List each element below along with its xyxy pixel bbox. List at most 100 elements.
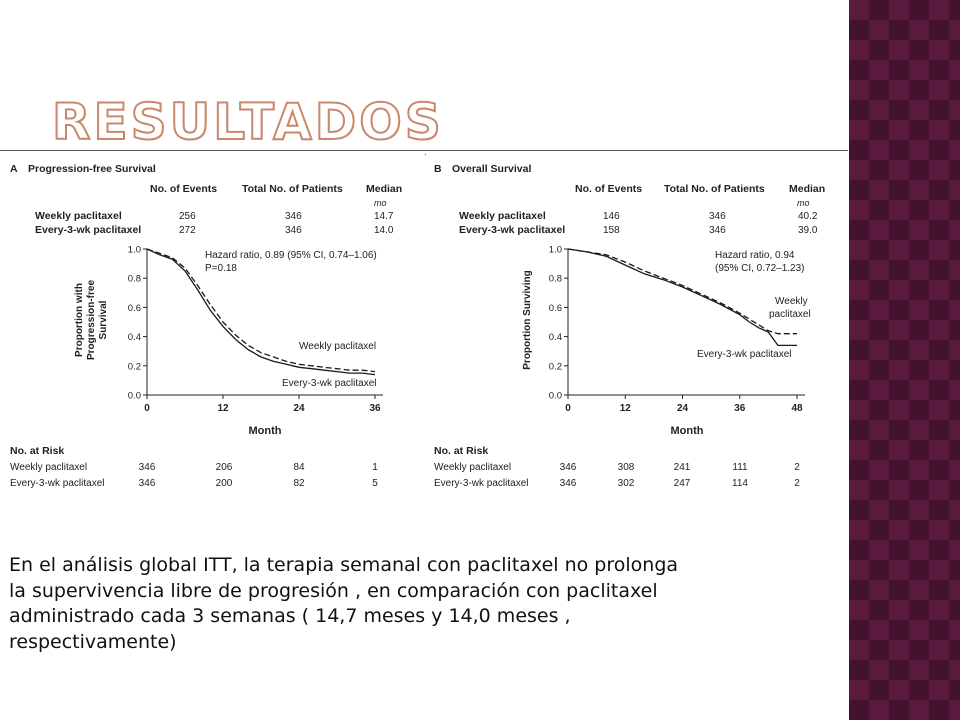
panel-a-series-every-3-wk — [146, 248, 376, 376]
panel-a-at-risk-value: 5 — [372, 478, 378, 489]
panel-b-at-risk-value: 111 — [732, 462, 748, 473]
panel-b-row2-median: 39.0 — [798, 225, 818, 236]
panel-a-curve-label-weekly: Weekly paclitaxel — [299, 341, 376, 352]
panel-b-hazard-ratio: Hazard ratio, 0.94 — [715, 250, 795, 261]
panel-b-curve-label-weekly-line1: Weekly — [775, 296, 808, 307]
panel-a-p-value: P=0.18 — [205, 263, 237, 274]
panel-b-at-risk-value: 302 — [618, 478, 635, 489]
panel-a-row1-total: 346 — [285, 211, 302, 222]
panel-a-xtick-label: 24 — [293, 403, 305, 414]
panel-b-at-risk-value: 247 — [674, 478, 691, 489]
panel-a-ytick-label: 0.8 — [128, 274, 141, 285]
panel-b-at-risk-row1-group: Weekly paclitaxel — [434, 462, 511, 473]
panel-a-at-risk-value: 200 — [216, 478, 233, 489]
panel-a-at-risk-value: 206 — [216, 462, 233, 473]
caption-text: En el análisis global ITT, la terapia se… — [9, 554, 679, 653]
panel-b-xlabel: Month — [671, 425, 704, 437]
panel-b-xtick-label: 12 — [620, 403, 632, 414]
panel-a-row1-group: Weekly paclitaxel — [35, 210, 122, 222]
panel-a-row2-median: 14.0 — [374, 225, 394, 236]
panel-a-row2-events: 272 — [179, 225, 196, 236]
panel-b-header-median: Median — [789, 183, 825, 195]
panel-b-title: Overall Survival — [452, 163, 531, 175]
panel-b-ytick-label: 0.2 — [549, 361, 562, 372]
panel-b-curve-label-weekly-line2: paclitaxel — [769, 309, 811, 320]
panel-a-at-risk-title: No. at Risk — [10, 445, 64, 457]
panel-b: B Overall Survival No. of Events Total N… — [426, 154, 848, 504]
panel-b-ci: (95% CI, 0.72–1.23) — [715, 263, 805, 274]
panel-a-curves — [146, 248, 376, 376]
panel-b-row1-group: Weekly paclitaxel — [459, 210, 546, 222]
panel-b-row2-events: 158 — [603, 225, 620, 236]
panel-a-at-risk-value: 82 — [293, 478, 305, 489]
panel-b-at-risk-values: 346 308 241 111 2 346 302 247 114 2 — [560, 462, 801, 489]
panel-b-row1-median: 40.2 — [798, 211, 818, 222]
panel-a-row2-group: Every-3-wk paclitaxel — [35, 224, 141, 236]
panel-a-axes: 0.0 0.2 0.4 0.6 0.8 1.0 0 12 24 36 — [128, 245, 383, 414]
panel-b-ytick-label: 0.6 — [549, 303, 562, 314]
panel-a-row2-total: 346 — [285, 225, 302, 236]
panel-a-ytick-label: 0.4 — [128, 332, 141, 343]
panel-a-background — [0, 154, 425, 504]
panel-b-row1-total: 346 — [709, 211, 726, 222]
panel-b-curve-label-3wk: Every-3-wk paclitaxel — [697, 349, 791, 360]
panel-b-axes: 0.0 0.2 0.4 0.6 0.8 1.0 0 12 24 36 48 — [549, 245, 805, 414]
panel-b-ylabel: Proportion Surviving — [522, 270, 533, 369]
panel-a-ytick-label: 0.2 — [128, 361, 141, 372]
panel-a-at-risk-row1-group: Weekly paclitaxel — [10, 462, 87, 473]
panel-b-xtick-label: 36 — [734, 403, 746, 414]
panel-b-at-risk-value: 2 — [794, 462, 800, 473]
panel-b-ytick-label: 0.4 — [549, 332, 562, 343]
panel-b-median-unit: mo — [797, 198, 810, 208]
slide-title: RESULTADOS — [51, 92, 444, 152]
panel-b-letter: B — [434, 163, 442, 175]
panel-a-ylabel-line1: Proportion with — [74, 283, 85, 357]
panel-a: A Progression-free Survival No. of Event… — [0, 154, 425, 504]
panel-a-xtick-label: 0 — [144, 403, 150, 414]
panel-b-at-risk-value: 2 — [794, 478, 800, 489]
panel-a-ytick-label: 1.0 — [128, 245, 141, 256]
panel-a-header-events: No. of Events — [150, 183, 217, 195]
panel-a-at-risk-value: 346 — [139, 462, 156, 473]
panel-a-median-unit: mo — [374, 198, 387, 208]
panel-b-xtick-label: 24 — [677, 403, 689, 414]
panel-b-row2-total: 346 — [709, 225, 726, 236]
panel-b-series-weekly — [567, 248, 797, 335]
decorative-sidebar — [849, 0, 960, 720]
panel-b-row1-events: 146 — [603, 211, 620, 222]
panel-a-xlabel: Month — [249, 425, 282, 437]
panel-b-at-risk-value: 241 — [674, 462, 691, 473]
panel-b-series-every-3-wk — [567, 248, 797, 347]
panel-a-xtick-label: 12 — [217, 403, 229, 414]
panel-b-ytick-label: 1.0 — [549, 245, 562, 256]
panel-a-at-risk-value: 84 — [293, 462, 305, 473]
panel-a-title: Progression-free Survival — [28, 163, 156, 175]
panel-b-ytick-label: 0.8 — [549, 274, 562, 285]
panel-b-at-risk-value: 346 — [560, 478, 577, 489]
panel-a-hazard-ratio: Hazard ratio, 0.89 (95% CI, 0.74–1.06) — [205, 250, 377, 261]
panel-b-xtick-label: 0 — [565, 403, 571, 414]
panel-b-at-risk-value: 346 — [560, 462, 577, 473]
panel-a-ylabel-line2: Progression-free — [86, 280, 97, 360]
panel-b-ytick-label: 0.0 — [549, 391, 562, 402]
panel-a-at-risk-value: 1 — [372, 462, 378, 473]
panel-b-at-risk-row2-group: Every-3-wk paclitaxel — [434, 478, 528, 489]
panel-b-at-risk-title: No. at Risk — [434, 445, 488, 457]
panel-a-ytick-label: 0.0 — [128, 391, 141, 402]
panel-a-xtick-label: 36 — [369, 403, 381, 414]
panel-a-letter: A — [10, 163, 18, 175]
survival-figure: A Progression-free Survival No. of Event… — [0, 154, 848, 504]
panel-a-at-risk-row2-group: Every-3-wk paclitaxel — [10, 478, 104, 489]
panel-a-row1-events: 256 — [179, 211, 196, 222]
panel-b-header-events: No. of Events — [575, 183, 642, 195]
panel-a-ytick-label: 0.6 — [128, 303, 141, 314]
panel-b-header-total: Total No. of Patients — [664, 183, 765, 195]
panel-b-row2-group: Every-3-wk paclitaxel — [459, 224, 565, 236]
panel-b-xtick-label: 48 — [791, 403, 803, 414]
panel-b-at-risk-value: 308 — [618, 462, 635, 473]
panel-a-curve-label-3wk: Every-3-wk paclitaxel — [282, 378, 376, 389]
panel-b-curves — [567, 248, 797, 347]
panel-a-header-median: Median — [366, 183, 402, 195]
panel-a-at-risk-values: 346 206 84 1 346 200 82 5 — [139, 462, 379, 489]
panel-b-background — [426, 154, 848, 504]
